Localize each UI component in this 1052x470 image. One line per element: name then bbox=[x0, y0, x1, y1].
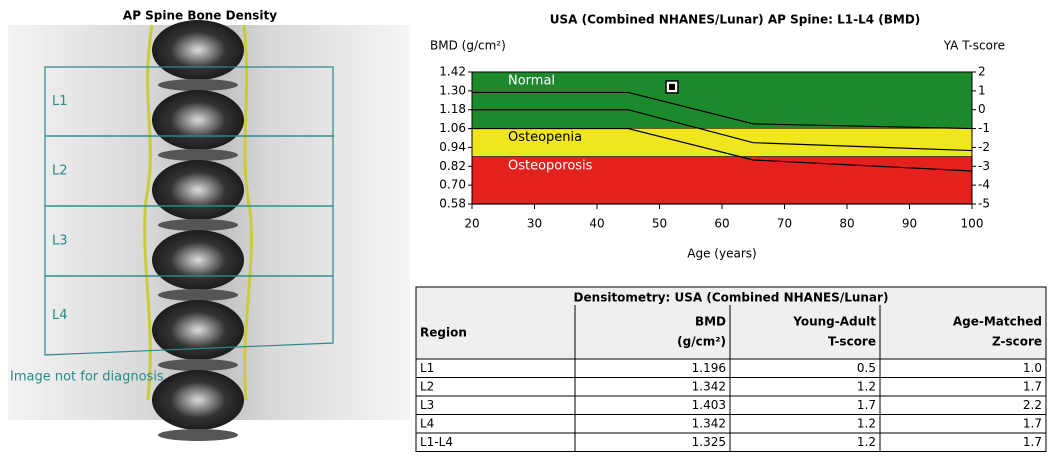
disc bbox=[158, 219, 238, 231]
cell: 1.2 bbox=[857, 380, 876, 394]
region-label: L4 bbox=[52, 308, 68, 323]
cell: 1.2 bbox=[857, 417, 876, 431]
band bbox=[472, 156, 972, 204]
disc bbox=[158, 359, 238, 371]
y2-tick-label: 2 bbox=[978, 65, 986, 79]
x-tick-label: 50 bbox=[652, 217, 667, 231]
column-header: Age-Matched bbox=[953, 315, 1042, 329]
disc bbox=[158, 289, 238, 301]
y-tick-label: 0.58 bbox=[439, 197, 466, 211]
y-tick-label: 0.82 bbox=[439, 159, 466, 173]
x-tick-label: 40 bbox=[589, 217, 604, 231]
vertebra bbox=[152, 370, 244, 430]
region-label: L3 bbox=[52, 234, 68, 249]
chart-title: USA (Combined NHANES/Lunar) AP Spine: L1… bbox=[550, 13, 921, 27]
cell: 1.342 bbox=[692, 380, 726, 394]
cell: 1.7 bbox=[857, 398, 876, 412]
y-tick-label: 1.06 bbox=[439, 121, 466, 135]
cell: 1.7 bbox=[1023, 417, 1042, 431]
y-tick-label: 1.30 bbox=[439, 83, 466, 97]
y-tick-label: 0.94 bbox=[439, 140, 466, 154]
table-frame bbox=[415, 286, 1047, 452]
x-tick-label: 80 bbox=[839, 217, 854, 231]
cell: 1.342 bbox=[692, 417, 726, 431]
cell: 1.403 bbox=[692, 398, 726, 412]
y-tick-label: 1.18 bbox=[439, 102, 466, 116]
cell: L1 bbox=[420, 361, 434, 375]
disc bbox=[158, 149, 238, 161]
vertebra bbox=[152, 90, 244, 150]
band-label: Normal bbox=[508, 74, 555, 89]
region-label: L1 bbox=[52, 94, 68, 109]
column-header: Region bbox=[420, 326, 467, 340]
image-title: AP Spine Bone Density bbox=[123, 9, 277, 23]
cell: 1.0 bbox=[1023, 361, 1042, 375]
y2-tick-label: -2 bbox=[978, 140, 990, 154]
x-tick-label: 90 bbox=[902, 217, 917, 231]
y-tick-label: 0.70 bbox=[439, 178, 466, 192]
x-tick-label: 60 bbox=[714, 217, 729, 231]
reference-curve bbox=[472, 127, 973, 172]
cell: 1.196 bbox=[692, 361, 726, 375]
column-header: (g/cm²) bbox=[677, 335, 726, 349]
cell: L3 bbox=[420, 398, 434, 412]
disc bbox=[158, 429, 238, 441]
y2-tick-label: -3 bbox=[978, 159, 990, 173]
image-note: Image not for diagnosis bbox=[10, 370, 164, 385]
y-axis-label: BMD (g/cm²) bbox=[430, 39, 506, 53]
column-header: T-score bbox=[828, 335, 876, 349]
cell: 1.7 bbox=[1023, 435, 1042, 449]
x-tick-label: 30 bbox=[527, 217, 542, 231]
cell: L4 bbox=[420, 417, 434, 431]
vertebra bbox=[152, 300, 244, 360]
table-head-bg bbox=[416, 287, 1046, 359]
band bbox=[472, 72, 972, 129]
cell: 2.2 bbox=[1023, 398, 1042, 412]
region-label: L2 bbox=[52, 164, 68, 179]
region-box bbox=[44, 275, 334, 356]
y-tick-label: 1.42 bbox=[439, 65, 466, 79]
cell: 1.325 bbox=[692, 435, 726, 449]
cell: L2 bbox=[420, 380, 434, 394]
column-header: BMD bbox=[695, 315, 726, 329]
patient-point-core bbox=[669, 83, 675, 90]
y2-axis-label: YA T-score bbox=[943, 39, 1005, 53]
column-header: Young-Adult bbox=[792, 315, 876, 329]
cell: 1.7 bbox=[1023, 380, 1042, 394]
band-label: Osteopenia bbox=[508, 130, 582, 145]
y2-tick-label: 1 bbox=[978, 83, 986, 97]
table-title: Densitometry: USA (Combined NHANES/Lunar… bbox=[574, 291, 889, 305]
vertebra bbox=[152, 20, 244, 80]
x-tick-label: 70 bbox=[777, 217, 792, 231]
y2-tick-label: 0 bbox=[978, 102, 986, 116]
reference-curve bbox=[472, 91, 973, 130]
vertebra bbox=[152, 230, 244, 290]
reference-curve bbox=[472, 109, 973, 152]
cell: L1-L4 bbox=[420, 435, 453, 449]
cell: 1.2 bbox=[857, 435, 876, 449]
column-header: Z-score bbox=[992, 335, 1042, 349]
x-axis-label: Age (years) bbox=[687, 247, 756, 261]
y2-tick-label: -1 bbox=[978, 121, 990, 135]
band-label: Osteoporosis bbox=[508, 158, 593, 173]
x-tick-label: 100 bbox=[961, 217, 984, 231]
vertebra bbox=[152, 160, 244, 220]
y2-tick-label: -4 bbox=[978, 178, 990, 192]
cell: 0.5 bbox=[857, 361, 876, 375]
disc bbox=[158, 79, 238, 91]
y2-tick-label: -5 bbox=[978, 197, 990, 211]
x-tick-label: 20 bbox=[464, 217, 479, 231]
